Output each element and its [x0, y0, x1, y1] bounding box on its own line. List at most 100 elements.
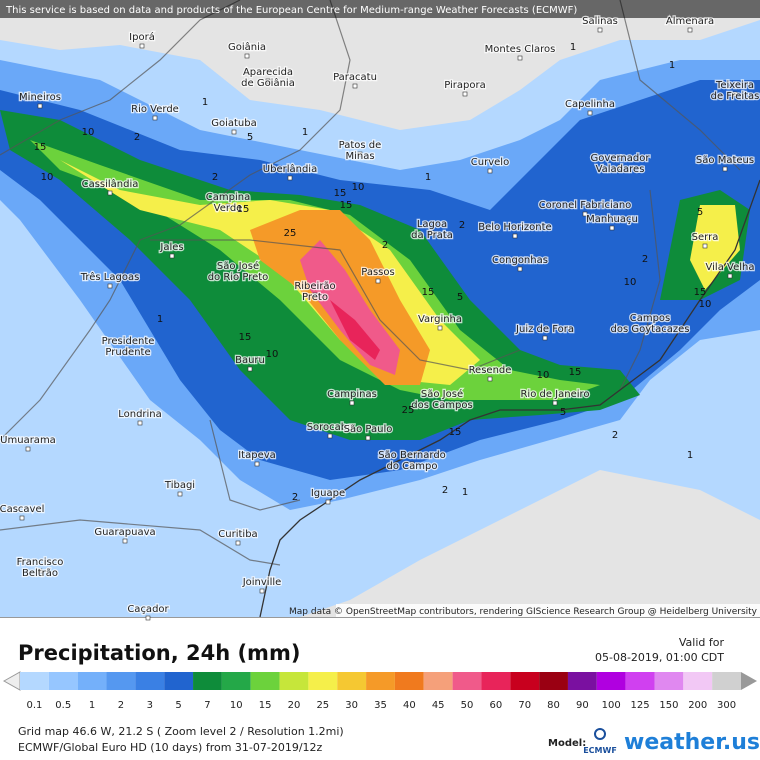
city-label: Manhuaçu: [586, 214, 638, 225]
city-marker: [287, 175, 293, 181]
city-marker: [225, 203, 231, 209]
city-label: Capelinha: [565, 99, 615, 110]
city-label: São José: [217, 260, 259, 272]
scale-label: 0.5: [55, 700, 71, 711]
city-label: Iporá: [129, 31, 155, 43]
city-marker: [582, 211, 588, 217]
scale-arrow-right: [741, 672, 757, 690]
scale-swatch: [712, 672, 741, 690]
city-label: Beltrão: [22, 568, 58, 579]
city-marker: [107, 283, 113, 289]
scale-label: 150: [659, 700, 678, 711]
city-label: Belo Horizonte: [478, 222, 551, 233]
contour-label: 5: [560, 407, 566, 418]
city-label: Verde: [214, 203, 243, 214]
contour-label: 5: [697, 207, 703, 218]
city-label: Patos de: [339, 140, 382, 151]
scale-swatch: [510, 672, 540, 690]
city-label: Curitiba: [218, 529, 257, 540]
city-label: Caçador: [127, 604, 169, 615]
city-marker: [235, 272, 241, 278]
city-label: Cascavel: [0, 504, 44, 515]
city-label: Rio Verde: [131, 104, 179, 115]
scale-swatch: [279, 672, 309, 690]
city-label: São José: [421, 388, 463, 400]
scale-swatch: [567, 672, 597, 690]
scale-label: 70: [518, 700, 531, 711]
city-marker: [152, 115, 158, 121]
legend-title: Precipitation, 24h (mm): [18, 641, 300, 665]
city-label: Goiânia: [228, 41, 266, 53]
city-label: Londrina: [118, 409, 162, 420]
scale-label: 50: [461, 700, 474, 711]
scale-swatch: [135, 672, 165, 690]
city-marker: [25, 446, 31, 452]
scale-label: 80: [547, 700, 560, 711]
city-label: Paracatu: [333, 72, 377, 83]
city-label: de Freitas: [711, 91, 760, 102]
city-label: Campina: [206, 192, 250, 203]
city-marker: [325, 499, 331, 505]
contour-label: 10: [266, 349, 279, 360]
scale-swatch: [539, 672, 568, 690]
scale-label: 0.1: [26, 700, 42, 711]
city-marker: [687, 27, 693, 33]
city-label: dos Campos: [411, 400, 472, 411]
city-marker: [617, 164, 623, 170]
city-marker: [429, 230, 435, 236]
city-label: Juiz de Fora: [515, 324, 574, 335]
scale-swatch: [77, 672, 107, 690]
city-marker: [409, 461, 415, 467]
contour-label: 15: [340, 200, 353, 211]
scale-label: 25: [316, 700, 329, 711]
city-label: Cassilândia: [82, 178, 139, 190]
scale-swatch: [164, 672, 194, 690]
contour-label: 1: [687, 450, 693, 461]
city-marker: [357, 151, 363, 157]
contour-label: 15: [694, 287, 707, 298]
contour-label: 2: [292, 492, 298, 503]
city-marker: [727, 273, 733, 279]
city-marker: [37, 568, 43, 574]
city-marker: [235, 540, 241, 546]
coastline: [259, 179, 760, 618]
contour-label: 15: [422, 287, 435, 298]
city-marker: [254, 461, 260, 467]
city-label: Sorocaba: [307, 422, 354, 433]
city-label: Lagoa: [417, 219, 447, 230]
city-marker: [462, 91, 468, 97]
scale-label: 15: [259, 700, 272, 711]
brand-logo: weather.us: [624, 730, 760, 755]
scale-swatch: [48, 672, 78, 690]
city-label: Minas: [345, 151, 374, 162]
city-label: Governador: [591, 153, 651, 164]
scale-label: 60: [489, 700, 502, 711]
contour-label: 2: [459, 220, 465, 231]
ecmwf-logo: ECMWF: [583, 746, 617, 755]
city-marker: [517, 55, 523, 61]
city-label: Goiatuba: [211, 118, 257, 129]
city-label: Três Lagoas: [80, 271, 140, 283]
city-label: Rio de Janeiro: [520, 389, 589, 400]
city-marker: [437, 325, 443, 331]
contour-label: 2: [612, 430, 618, 441]
city-label: São Mateus: [696, 155, 754, 166]
contour-label: 1: [462, 487, 468, 498]
city-label: Montes Claros: [485, 44, 556, 55]
city-marker: [107, 190, 113, 196]
city-label: Tibagi: [164, 480, 195, 491]
contour-label: 2: [382, 240, 388, 251]
city-marker: [517, 266, 523, 272]
city-label: Prudente: [105, 347, 150, 358]
contour-label: 15: [334, 188, 347, 199]
city-label: Presidente: [102, 336, 155, 347]
scale-swatch: [20, 672, 49, 690]
valid-time: 05-08-2019, 01:00 CDT: [595, 651, 724, 664]
city-label: Umuarama: [0, 435, 56, 446]
city-marker: [349, 400, 355, 406]
scale-swatch: [596, 672, 626, 690]
city-marker: [247, 366, 253, 372]
city-label: Uberlândia: [263, 163, 317, 175]
